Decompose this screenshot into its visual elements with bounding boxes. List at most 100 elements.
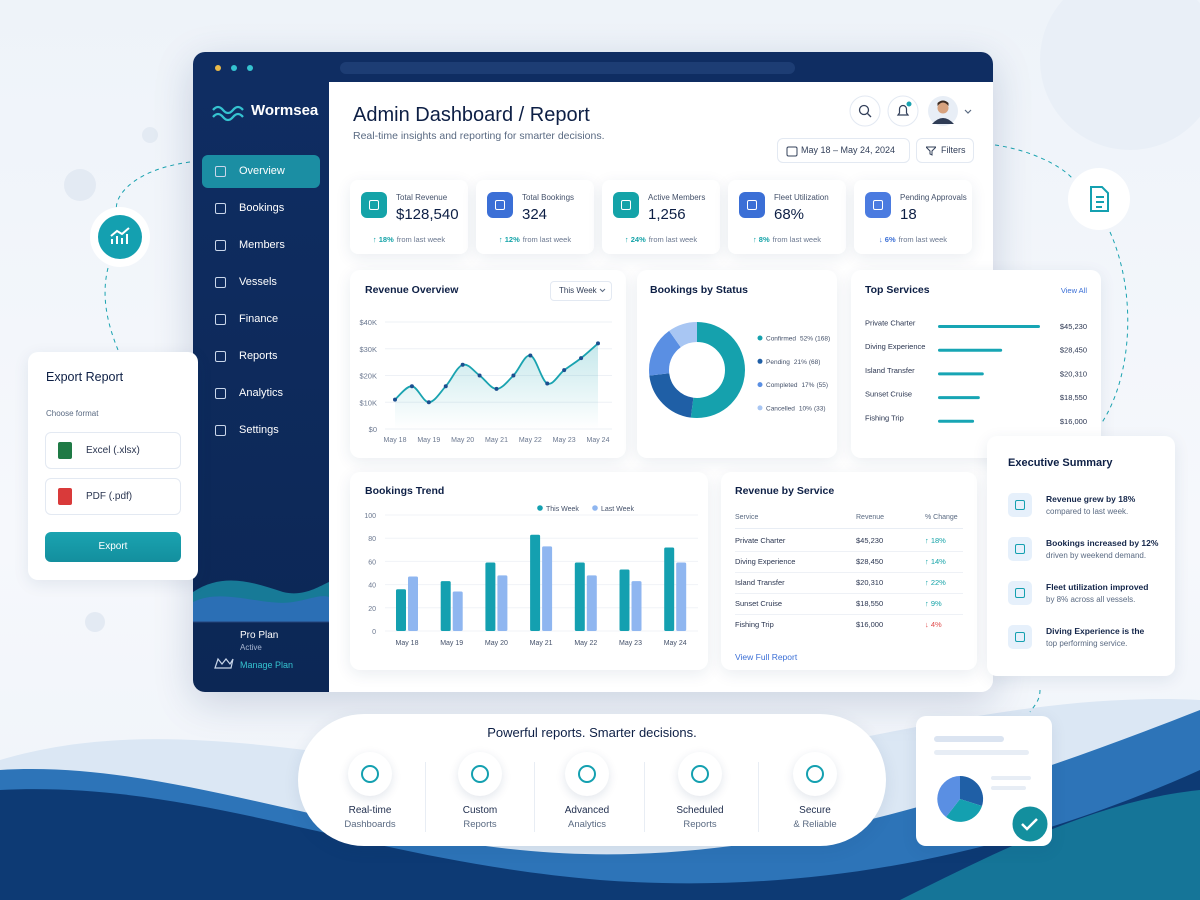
bar — [676, 562, 687, 631]
connector — [994, 144, 1073, 179]
format-label: PDF (.pdf) — [86, 491, 133, 502]
y-tick-label: 40 — [368, 583, 376, 590]
legend-entry: Pending 21% (68) — [766, 359, 820, 366]
kpi-change: ↑ 8% — [752, 235, 770, 244]
button-label: Export — [98, 541, 128, 552]
nav-icon — [215, 166, 226, 177]
nav-item[interactable]: Settings — [202, 414, 320, 447]
feature-icon — [348, 752, 392, 796]
legend-count: (168) — [815, 336, 830, 343]
format-option[interactable]: Excel (.xlsx) — [45, 432, 181, 469]
format-option[interactable]: PDF (.pdf) — [45, 478, 181, 515]
nav-label: Reports — [239, 350, 278, 362]
revenue-point — [460, 362, 465, 367]
icon-glyph — [872, 199, 884, 211]
kpi-change: ↑ 24% — [624, 235, 646, 244]
kpi-change: ↓ 6% — [878, 235, 896, 244]
period-select[interactable]: This Week — [550, 281, 612, 301]
nav-item[interactable]: Bookings — [202, 192, 320, 225]
bubble — [1040, 0, 1200, 150]
bar — [619, 569, 630, 631]
x-tick-label: May 18 — [396, 640, 419, 647]
sidebar: Wormsea Overview Bookings Members Vessels Fi… — [193, 82, 329, 692]
kpi-note: from last week — [396, 235, 446, 244]
nav-item[interactable]: Members — [202, 229, 320, 262]
nav-item[interactable]: Analytics — [202, 377, 320, 410]
revenue-point — [426, 400, 431, 405]
kpi-note: from last week — [522, 235, 572, 244]
manage-plan-link[interactable]: Manage Plan — [240, 660, 294, 670]
bar — [396, 589, 406, 631]
export-button[interactable]: Export — [45, 532, 181, 562]
x-tick-label: May 24 — [664, 640, 687, 647]
y-tick-label: 20 — [368, 606, 376, 613]
feature-icon — [565, 752, 609, 796]
table-cell: ↑ 9% — [925, 599, 942, 608]
nav-item[interactable]: Finance — [202, 303, 320, 336]
feature-line: Real-time — [348, 805, 392, 816]
revenue-point — [528, 353, 533, 358]
nav-item[interactable]: Reports — [202, 340, 320, 373]
card-title: Revenue by Service — [735, 485, 835, 497]
chart-svg: $0 $10K $20K $30K $40K May 18 May 19 May 20 May … — [359, 288, 612, 444]
feature-line: Reports — [683, 819, 717, 830]
icon — [361, 192, 387, 218]
summary-text: top performing service. — [1046, 639, 1128, 648]
revenue-point — [579, 356, 584, 361]
placeholder-line — [991, 786, 1026, 790]
float-chart-icon — [90, 207, 150, 267]
x-tick-label: May 20 — [485, 640, 508, 647]
wave-dark — [0, 770, 1200, 900]
table-cell: $16,000 — [856, 620, 884, 629]
kpi-card: Total Bookings 324 ↑ 12% from last week — [476, 180, 594, 254]
mini-report-art — [934, 736, 1051, 845]
notification-button[interactable] — [887, 95, 919, 127]
kpi-card: Active Members 1,256 ↑ 24% from last week — [602, 180, 720, 254]
nav-label: Finance — [239, 313, 279, 325]
table-cell: Fishing Trip — [735, 620, 774, 629]
revenue-service-card: Revenue by Service Service Revenue % Change… — [721, 472, 977, 670]
kpi-card: Total Revenue $128,540 ↑ 18% from last week — [350, 180, 468, 254]
donut-segment — [649, 322, 745, 418]
dot — [231, 65, 237, 71]
nav-icon — [215, 203, 226, 214]
placeholder-line — [991, 776, 1031, 780]
summary-text: driven by weekend demand. — [1046, 551, 1147, 560]
header-tools — [849, 95, 972, 127]
nav-item[interactable]: Overview — [202, 155, 320, 188]
legend-entry: Confirmed 52% (168) — [766, 336, 830, 343]
legend-percent: 21% — [794, 359, 807, 366]
y-tick-label: $20K — [359, 372, 377, 381]
separator — [643, 762, 645, 832]
calendar-shape — [786, 146, 798, 157]
icon-glyph — [806, 765, 824, 783]
summary-icon — [1008, 625, 1032, 649]
revenue-point — [494, 386, 499, 391]
view-all-link[interactable]: View All — [1060, 286, 1087, 295]
table-cell: $18,550 — [856, 599, 884, 608]
file-icon — [58, 442, 72, 459]
connector — [1094, 231, 1129, 433]
nav-item[interactable]: Vessels — [202, 266, 320, 299]
date-picker[interactable]: May 18 – May 24, 2024 — [777, 138, 910, 163]
revenue-point — [443, 384, 448, 389]
feature-line: Custom — [462, 805, 498, 816]
logo — [212, 105, 244, 122]
table-cell: ↓ 4% — [925, 620, 942, 629]
revenue-point — [477, 373, 482, 378]
icon — [739, 192, 765, 218]
float-doc-icon — [1068, 168, 1130, 230]
view-report-link[interactable]: View Full Report — [735, 652, 798, 662]
kpi-note: from last week — [898, 235, 948, 244]
placeholder-line — [934, 750, 1029, 755]
banner-title: Powerful reports. Smarter decisions. — [487, 725, 697, 740]
service-bar — [938, 419, 975, 423]
search-button[interactable] — [849, 95, 881, 127]
icon-disc — [98, 215, 142, 259]
search-icon — [858, 104, 870, 116]
filters-button[interactable]: Filters — [916, 138, 974, 163]
placeholder-line — [934, 736, 1004, 742]
bar — [452, 591, 463, 631]
x-tick-label: May 22 — [574, 640, 597, 647]
